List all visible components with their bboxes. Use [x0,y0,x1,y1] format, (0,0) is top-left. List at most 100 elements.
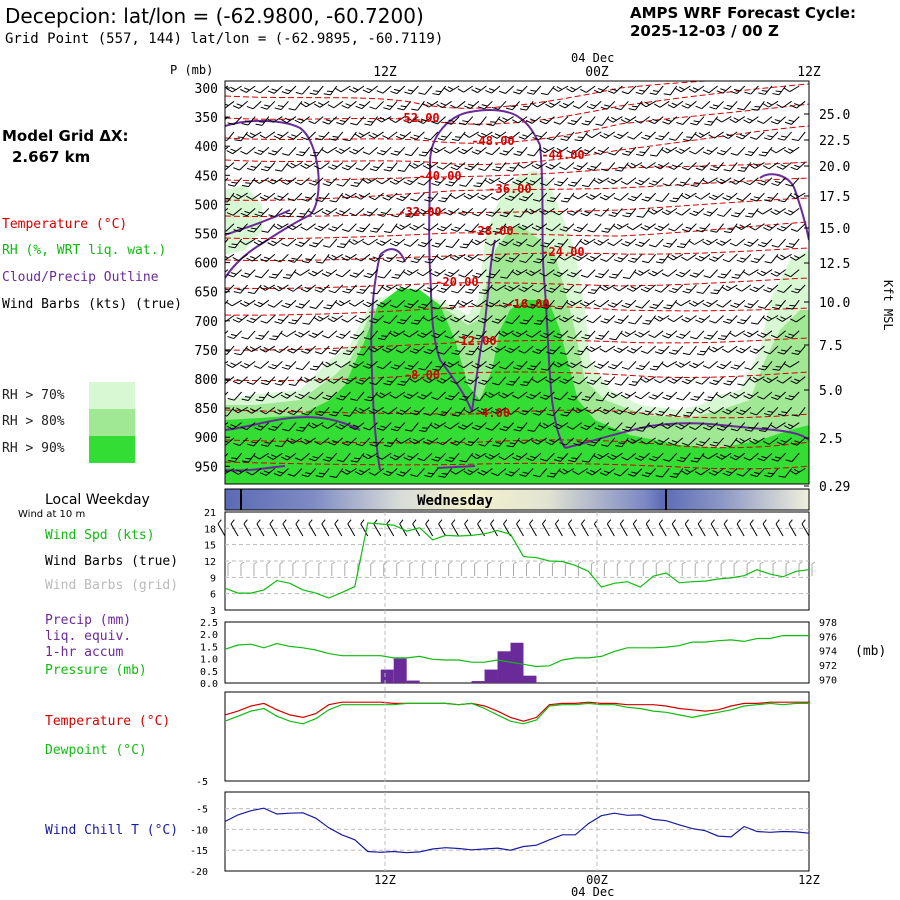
wind-barb [694,406,711,414]
wind-barb [225,116,229,125]
wind-barb [771,238,786,248]
wind-barb [675,330,691,339]
wind-barb [355,315,371,324]
wind-barb [362,146,378,155]
wind-barb [376,85,392,94]
wind-barb [626,284,643,292]
wind-barb [566,85,582,93]
surface-wind-barb [567,519,576,537]
wind-barb [614,315,629,325]
wind-barb [694,192,711,200]
wind-barb [613,131,629,140]
wind-barb [695,315,711,324]
grid-wind-barb [500,561,504,576]
wind-barb [682,223,697,232]
wind-barb [627,253,643,263]
surface-wind-barb [710,519,719,537]
wind-barb [431,452,446,462]
wind-barb [613,345,629,354]
wind-barb [620,330,637,338]
wind-barb [349,208,365,217]
wind-barb [443,85,460,93]
wind-barb [294,391,310,400]
wind-barb [232,192,248,200]
wind-barb [702,361,718,369]
wind-barb [661,207,678,216]
wind-barb [225,207,229,216]
wind-barb [647,422,664,429]
wind-barb [451,406,466,417]
grid-wind-barb [655,561,660,576]
wind-barb [743,269,759,276]
wind-barb [709,315,724,324]
wind-barb [471,85,487,94]
wind-barb [581,177,596,188]
wind-barb [552,85,569,92]
wind-barb [498,452,514,461]
wind-barb [418,146,433,157]
wind-barb [444,422,460,430]
wind-barb [404,85,419,95]
wind-barb [607,238,623,247]
wind-barb [615,437,629,448]
wind-barb [731,269,746,279]
wind-barb [403,391,419,400]
wind-barb [457,299,474,307]
grid-wind-barb [240,561,245,576]
wind-barb [464,437,480,447]
wind-barb [472,391,487,402]
wind-barb [336,238,351,249]
wind-barb [491,100,507,110]
wind-barb [729,116,746,124]
wind-barb [348,238,365,245]
wind-barb [715,177,732,185]
wind-barb [743,391,759,400]
temperature-contour-label: -20.00 [435,275,478,289]
wind-barb [232,253,248,262]
grid-wind-barb [811,561,816,576]
wind-barb [668,437,684,446]
wind-barb [245,131,262,139]
bottom-date-label: 04 Dec [571,885,614,899]
wind-barb [553,330,569,339]
wind-barb [417,391,433,400]
surface-wind-barb [334,519,343,537]
wind-barb [241,330,256,340]
wind-barb [225,223,235,232]
grid-wind-barb [785,561,790,576]
wind-barb [280,177,297,185]
wind-barb [704,391,718,402]
wind-barb [327,253,344,261]
wind-barb [349,330,365,340]
wind-barb [613,192,629,201]
wind-barb [689,422,705,430]
wind-barb [396,468,412,477]
wind-barb [323,299,338,310]
wind-barb [226,422,242,430]
wind-barb [323,85,338,96]
wind-barb [648,116,664,125]
wind-barb [566,360,582,368]
wind-barb [517,437,534,445]
wind-barb [586,192,602,200]
wind-barb [574,131,589,142]
wind-barb [708,131,724,139]
wind-barb [566,299,582,307]
pressure-tick: 978 [819,618,837,629]
temperature-contour-label: -48.00 [471,134,514,148]
wind-barb [791,284,806,294]
wind-barb [396,192,412,202]
pressure-unit-label: (mb) [855,644,886,659]
wind-barb [703,330,718,340]
wind-barb [308,330,324,339]
wind-barb [477,253,493,262]
wind-barb [621,238,637,247]
wind-barb [540,85,555,96]
wind-barb [354,406,371,414]
wind-speed-line [224,522,810,599]
wind-barb [363,208,378,217]
wind-barb [430,330,446,339]
wind-barb [750,192,765,202]
wind-barb [354,131,371,138]
wind-barb [321,207,338,216]
